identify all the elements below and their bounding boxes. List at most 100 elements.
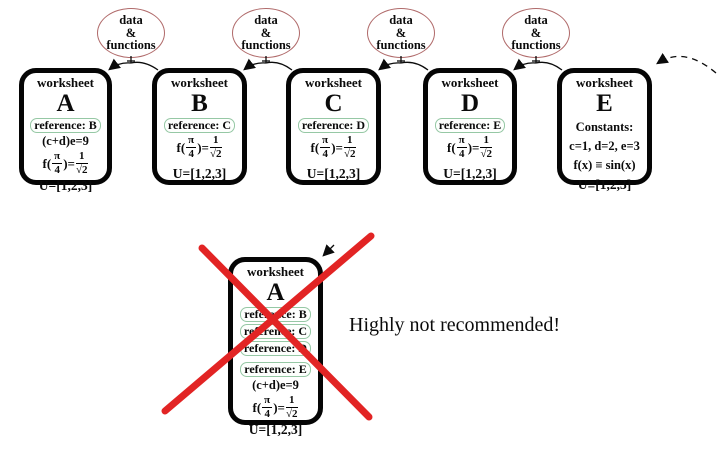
worksheet-line: U=[1,2,3] xyxy=(443,165,497,181)
fraction-denominator: 4 xyxy=(322,147,328,160)
formula-fraction: 1 √2 xyxy=(209,134,222,160)
worksheet-line: (c+d)e=9 xyxy=(252,378,299,393)
reference-row: reference: D xyxy=(291,117,376,133)
formula-fraction: 1 √2 xyxy=(285,395,298,421)
reference-badge: reference: C xyxy=(163,117,236,133)
reference-badge: reference: B xyxy=(240,306,311,322)
data-functions-ellipse: data & functions xyxy=(367,8,435,58)
worksheet-header: worksheet xyxy=(170,75,229,90)
formula-text: )= xyxy=(63,155,75,171)
ellipse-label-line: data xyxy=(254,13,278,28)
fraction-denominator: 4 xyxy=(188,147,194,160)
worksheet-header: worksheet xyxy=(36,75,95,90)
fraction-denominator: √2 xyxy=(480,147,492,160)
worksheet-formula: f(π 4)= 1 √2 xyxy=(233,395,318,420)
reference-badge: reference: D xyxy=(297,117,370,133)
formula-text: )= xyxy=(273,400,285,416)
reference-row: reference: C xyxy=(157,117,242,133)
formula-text: )= xyxy=(467,139,480,155)
flow-line-from-c xyxy=(265,61,293,71)
fraction-numerator: 1 xyxy=(75,150,88,164)
ellipse-label-line: functions xyxy=(376,38,426,53)
fraction-numerator: π xyxy=(456,133,467,148)
reference-badge: reference: B xyxy=(30,117,101,133)
reference-row: reference: E xyxy=(428,117,512,133)
formula-fraction: 1 √2 xyxy=(75,150,88,176)
worksheet-line: c=1, d=2, e=3 xyxy=(569,138,640,153)
formula-fraction: 1 √2 xyxy=(480,134,492,160)
fraction-numerator: 1 xyxy=(343,134,356,148)
flow-line-from-b xyxy=(130,61,159,71)
fraction-numerator: 1 xyxy=(285,395,298,409)
worksheet-formula: f(π 4)= 1 √2 xyxy=(157,133,242,160)
fraction-numerator: π xyxy=(262,394,273,409)
ellipse-label-line: data xyxy=(389,13,413,28)
formula-fraction: 1 √2 xyxy=(343,134,356,160)
reference-badge: reference: C xyxy=(239,323,312,340)
data-functions-ellipse: data & functions xyxy=(232,8,300,58)
formula-text: f( xyxy=(42,155,52,171)
reference-row: reference: B xyxy=(233,306,318,322)
flow-arrow-to-b xyxy=(243,58,267,71)
fraction-denominator: √2 xyxy=(285,408,298,421)
worksheet-line: U=[1,2,3] xyxy=(248,422,303,438)
fraction-denominator: √2 xyxy=(343,147,356,160)
worksheet-header: worksheet xyxy=(304,75,363,90)
formula-text: f( xyxy=(447,139,456,155)
ellipse-label-line: data xyxy=(119,13,143,28)
small-arrow-to-crossed-a xyxy=(322,244,335,257)
formula-text: f( xyxy=(176,139,186,155)
worksheet-header: worksheet xyxy=(246,264,305,279)
data-functions-ellipse: data & functions xyxy=(97,8,165,58)
worksheet-formula: f(π 4)= 1 √2 xyxy=(291,134,376,160)
ellipse-label-line: functions xyxy=(106,38,156,53)
flow-arrow-to-c xyxy=(378,58,402,71)
ellipse-label-line: data xyxy=(524,13,548,28)
reference-badge: reference: E xyxy=(434,117,506,133)
ellipse-label-line: & xyxy=(530,25,542,40)
caption-highly-not-recommended: Highly not recommended! xyxy=(349,314,561,336)
formula-text: )= xyxy=(197,139,209,155)
reference-row: reference: C xyxy=(233,323,318,340)
fraction-numerator: 1 xyxy=(209,134,222,148)
worksheet-line: U=[1,2,3] xyxy=(306,165,361,181)
worksheet-letter: C xyxy=(324,89,343,117)
worksheet-letter: B xyxy=(191,89,208,117)
flow-arrow-to-d xyxy=(513,58,537,71)
worksheet-letter: E xyxy=(596,89,613,117)
worksheet-letter: A xyxy=(56,89,75,117)
fraction-numerator: π xyxy=(186,133,197,148)
worksheet-line: U≡[1,2,3] xyxy=(577,176,632,192)
reference-row: reference: B xyxy=(24,117,107,133)
fraction-denominator: √2 xyxy=(75,163,88,176)
fraction-denominator: 4 xyxy=(264,408,270,421)
worksheet-line: Constants: xyxy=(575,119,634,134)
worksheet-header: worksheet xyxy=(575,75,634,90)
ellipse-label-line: & xyxy=(125,25,137,40)
ellipse-label-line: & xyxy=(395,25,407,40)
fraction-denominator: 4 xyxy=(458,147,465,160)
worksheet-line: f(x) ≡ sin(x) xyxy=(573,157,636,172)
fraction-denominator: 4 xyxy=(54,163,60,176)
worksheet-line: U=[1,2,3] xyxy=(172,165,227,181)
formula-text: f( xyxy=(310,139,320,155)
worksheet-line: (c+d)e=9 xyxy=(42,133,89,148)
formula-text: )= xyxy=(331,139,343,155)
worksheet-card-e: worksheet E Constants: c=1, d=2, e=3 f(x) ≡ … xyxy=(557,68,652,192)
ellipse-label-line: & xyxy=(260,25,272,40)
fraction-numerator: 1 xyxy=(480,134,492,148)
reference-row: reference: E xyxy=(233,361,318,378)
worksheet-formula: f(π 4)= 1 √2 xyxy=(24,150,107,176)
reference-row: reference: D xyxy=(233,340,318,357)
flow-line-from-e xyxy=(535,61,563,71)
worksheet-line: U=[1,2,3] xyxy=(38,177,93,193)
data-functions-ellipse: data & functions xyxy=(502,8,570,58)
